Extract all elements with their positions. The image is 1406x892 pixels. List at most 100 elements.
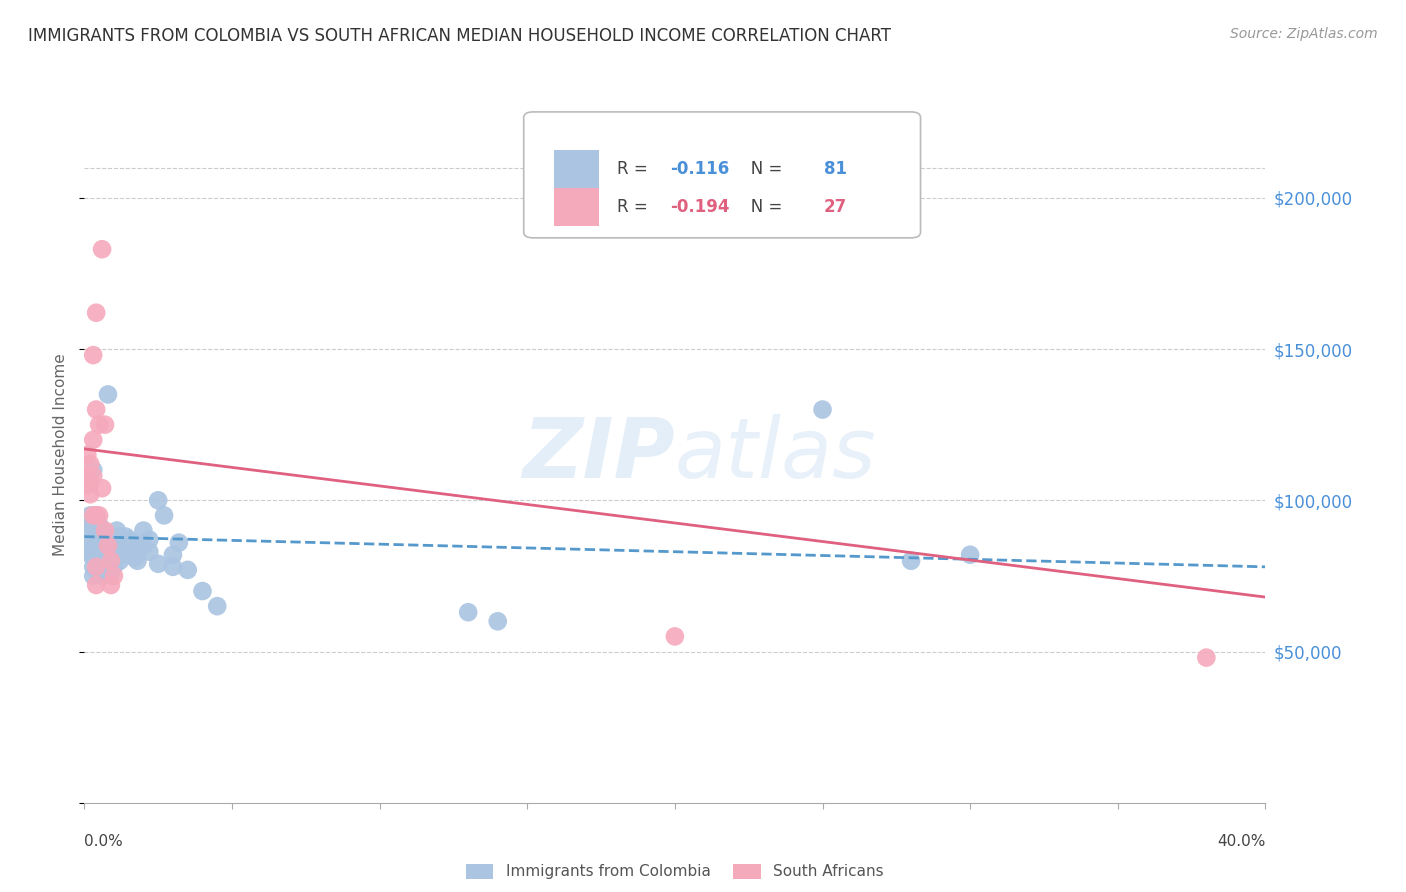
Point bbox=[82, 530, 104, 544]
Point bbox=[79, 475, 101, 490]
Point bbox=[162, 548, 184, 562]
Point bbox=[89, 541, 111, 556]
Point bbox=[1195, 650, 1218, 665]
Y-axis label: Median Household Income: Median Household Income bbox=[53, 353, 69, 557]
Point bbox=[84, 524, 107, 538]
Text: 27: 27 bbox=[824, 198, 846, 216]
Point bbox=[97, 548, 120, 562]
Text: -0.116: -0.116 bbox=[671, 161, 730, 178]
Text: R =: R = bbox=[617, 161, 652, 178]
Point bbox=[959, 548, 981, 562]
Point bbox=[79, 457, 101, 471]
Point bbox=[91, 569, 114, 583]
Point bbox=[105, 524, 128, 538]
Point bbox=[84, 402, 107, 417]
Point bbox=[89, 554, 111, 568]
Text: -0.194: -0.194 bbox=[671, 198, 730, 216]
Point bbox=[111, 535, 134, 549]
Point bbox=[89, 508, 111, 523]
Point bbox=[91, 545, 114, 559]
Point bbox=[79, 487, 101, 501]
Text: ZIP: ZIP bbox=[522, 415, 675, 495]
Point bbox=[114, 541, 136, 556]
Point bbox=[100, 554, 122, 568]
Point bbox=[84, 554, 107, 568]
Point bbox=[97, 539, 120, 553]
Point bbox=[811, 402, 834, 417]
Point bbox=[76, 539, 98, 553]
Point bbox=[132, 524, 155, 538]
Point bbox=[89, 417, 111, 432]
Point bbox=[82, 539, 104, 553]
Point bbox=[191, 584, 214, 599]
Point bbox=[82, 508, 104, 523]
Text: IMMIGRANTS FROM COLOMBIA VS SOUTH AFRICAN MEDIAN HOUSEHOLD INCOME CORRELATION CH: IMMIGRANTS FROM COLOMBIA VS SOUTH AFRICA… bbox=[28, 27, 891, 45]
Point bbox=[103, 548, 125, 562]
Point bbox=[84, 563, 107, 577]
Point bbox=[76, 524, 98, 538]
Point bbox=[79, 508, 101, 523]
Point bbox=[153, 508, 176, 523]
Point bbox=[177, 563, 200, 577]
Point bbox=[91, 242, 114, 256]
Point bbox=[82, 548, 104, 562]
Point bbox=[82, 348, 104, 362]
Point bbox=[82, 463, 104, 477]
Point bbox=[132, 539, 155, 553]
Point bbox=[89, 517, 111, 532]
Point bbox=[76, 478, 98, 492]
FancyBboxPatch shape bbox=[523, 112, 921, 238]
Bar bbox=[554, 188, 599, 227]
Point bbox=[108, 530, 131, 544]
Point bbox=[486, 615, 509, 629]
Point bbox=[91, 524, 114, 538]
Point bbox=[121, 535, 143, 549]
Point bbox=[900, 554, 922, 568]
Point bbox=[124, 539, 146, 553]
Point bbox=[205, 599, 228, 614]
Point bbox=[82, 569, 104, 583]
Point bbox=[103, 569, 125, 583]
Point bbox=[76, 533, 98, 547]
Point bbox=[79, 539, 101, 553]
Point bbox=[79, 548, 101, 562]
Point bbox=[114, 530, 136, 544]
Point bbox=[94, 554, 117, 568]
Point bbox=[79, 530, 101, 544]
Point bbox=[84, 533, 107, 547]
Point bbox=[103, 559, 125, 574]
Point bbox=[100, 554, 122, 568]
Point bbox=[138, 545, 160, 559]
Point bbox=[121, 548, 143, 562]
Point bbox=[94, 530, 117, 544]
Point bbox=[138, 533, 160, 547]
Text: 40.0%: 40.0% bbox=[1218, 834, 1265, 849]
Point bbox=[167, 535, 190, 549]
Legend: Immigrants from Colombia, South Africans: Immigrants from Colombia, South Africans bbox=[460, 858, 890, 886]
Point bbox=[148, 557, 170, 571]
Point bbox=[94, 417, 117, 432]
Point bbox=[127, 541, 149, 556]
Point bbox=[108, 554, 131, 568]
Point bbox=[84, 559, 107, 574]
Point bbox=[84, 578, 107, 592]
Point bbox=[84, 306, 107, 320]
Point bbox=[100, 541, 122, 556]
Bar bbox=[554, 150, 599, 188]
Point bbox=[94, 566, 117, 580]
Text: 81: 81 bbox=[824, 161, 846, 178]
Point bbox=[89, 530, 111, 544]
Point bbox=[103, 535, 125, 549]
Point bbox=[118, 545, 141, 559]
Text: Source: ZipAtlas.com: Source: ZipAtlas.com bbox=[1230, 27, 1378, 41]
Point bbox=[91, 557, 114, 571]
Point bbox=[82, 469, 104, 483]
Point bbox=[97, 387, 120, 401]
Point bbox=[91, 535, 114, 549]
Text: N =: N = bbox=[735, 198, 787, 216]
Point bbox=[84, 508, 107, 523]
Point bbox=[84, 508, 107, 523]
Point bbox=[91, 481, 114, 495]
Point bbox=[94, 524, 117, 538]
Point bbox=[105, 535, 128, 549]
